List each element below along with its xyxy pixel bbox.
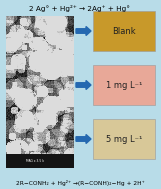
Text: 2 Ag° + Hg²⁺ → 2Ag⁺ + Hg°: 2 Ag° + Hg²⁺ → 2Ag⁺ + Hg°: [29, 5, 131, 12]
FancyBboxPatch shape: [93, 11, 155, 51]
FancyArrow shape: [76, 135, 91, 143]
Text: 1 mg L⁻¹: 1 mg L⁻¹: [106, 81, 142, 90]
Text: MAG x 3.5 k: MAG x 3.5 k: [26, 159, 45, 163]
Text: 2R−CONH₂ + Hg²⁺ →(R−CONH)₂−Hg + 2H⁺: 2R−CONH₂ + Hg²⁺ →(R−CONH)₂−Hg + 2H⁺: [16, 180, 144, 186]
Text: 5 mg L⁻¹: 5 mg L⁻¹: [106, 135, 142, 143]
FancyArrow shape: [76, 81, 91, 90]
FancyBboxPatch shape: [93, 119, 155, 159]
FancyArrow shape: [76, 26, 91, 36]
FancyBboxPatch shape: [93, 65, 155, 105]
Text: Blank: Blank: [112, 26, 136, 36]
